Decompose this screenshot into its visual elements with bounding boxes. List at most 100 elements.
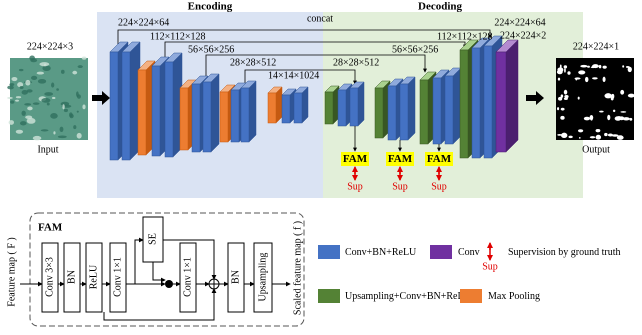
output-texture [604,133,608,136]
layer-side [249,81,256,142]
fam-label: FAM [388,153,413,165]
layer-front [460,50,468,158]
layer-front [180,88,188,150]
fam-input: Feature map ( F ) [6,237,17,306]
diagram: Encoding Decoding 224×224×3 Input 224×22… [0,0,642,335]
fam-title: FAM [38,222,63,234]
input-texture [24,103,31,105]
legend-label: Conv [458,247,480,258]
output-texture [611,94,614,99]
input-texture [29,56,35,61]
input-label: Input [37,144,58,155]
output-texture [620,90,624,95]
input-texture [78,65,83,68]
output-texture [603,66,607,69]
fam-layers: Conv 3×3 BN ReLU Conv 1×1 SE Conv 1×1 BN… [42,217,272,312]
layer-side [408,77,415,140]
layer-front [231,90,239,142]
layer-front [388,86,396,140]
output-texture [603,77,606,82]
output-texture [620,111,626,113]
output-texture [615,116,622,121]
layer-label: BN [230,270,241,284]
input-texture [53,131,55,134]
legend-swatch [318,245,340,259]
layer-front [294,93,302,123]
input-texture [62,104,64,109]
input-texture [50,113,58,119]
input-texture [16,96,21,98]
input-texture [16,130,23,134]
input-texture [41,98,50,103]
input-texture [39,62,49,66]
legend-sup-text: Sup [482,261,498,272]
output-size: 224×224×1 [573,41,619,52]
input-texture [73,125,76,129]
output-texture [578,129,583,132]
input-texture [77,111,79,113]
legend-swatch [318,289,340,303]
input-texture [58,135,67,138]
layer-front [484,46,492,158]
output-texture [557,67,563,72]
output-texture [612,134,619,137]
layer-label: Conv 3×3 [44,257,55,297]
layer-front [400,84,408,140]
input-texture [42,65,50,71]
output-texture [584,117,590,121]
input-texture [52,97,55,99]
output-texture [561,133,567,138]
encoder-size: 14×14×1024 [268,70,319,81]
output-texture [599,65,602,69]
input-texture [47,102,50,105]
output-texture [580,65,587,68]
layer-side [276,87,282,123]
output-texture [591,66,596,68]
encoder-size: 56×56×256 [188,44,234,55]
layer-front [496,52,506,152]
legend-swatch [430,245,452,259]
input-texture [7,97,13,99]
input-texture [25,115,32,119]
output-texture [558,78,560,81]
fam-label: FAM [343,153,368,165]
layer-front [241,88,249,142]
output-texture [561,108,565,111]
output-texture [558,97,562,101]
layer-front [138,70,146,155]
input-texture [82,57,87,60]
output-texture [628,94,635,98]
input-texture [64,109,68,112]
fam-label: FAM [427,153,452,165]
input-texture [7,86,14,90]
layer-label: Conv 1×1 [182,257,193,297]
concat-label: concat [307,13,333,24]
input-texture [9,120,14,125]
layer-label: ReLU [88,264,99,289]
legend-label: Supervision by ground truth [508,247,621,258]
output-texture [596,135,601,140]
encoder-size: 28×28×512 [230,57,276,68]
layer-front [152,66,160,156]
legend-label: Conv+BN+ReLU [345,247,417,258]
input-texture [44,92,53,96]
decoder-size: 112×112×128 [437,31,493,42]
input-texture [27,107,32,111]
output-texture [592,77,598,79]
layer-front [282,95,290,123]
input-texture [76,91,79,97]
decoding-title: Decoding [418,1,463,13]
output-texture [557,107,559,110]
encoder-size: 224×224×64 [118,17,169,28]
output-texture [575,78,577,81]
layer-front [375,88,383,138]
output-label: Output [582,144,610,155]
output-texture [578,70,585,74]
input-size: 224×224×3 [27,41,73,52]
output-texture [564,65,567,68]
output-texture [599,111,604,113]
output-texture [604,93,611,98]
input-texture [61,102,70,106]
output-texture [622,65,624,67]
output-texture [564,95,568,98]
